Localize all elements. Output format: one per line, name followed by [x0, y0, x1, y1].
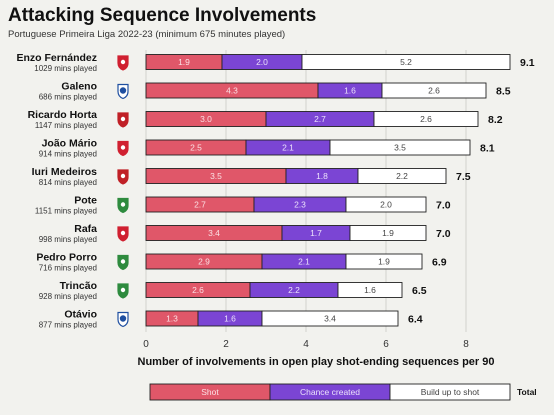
bar-total-label: 7.5	[456, 171, 471, 183]
bar-shot-label: 2.7	[194, 200, 206, 210]
bar-total-label: 9.1	[520, 57, 535, 69]
bar-buildup-label: 2.6	[420, 114, 432, 124]
bar-buildup	[357, 168, 447, 184]
bar-shot-label: 1.3	[166, 314, 178, 324]
x-tick-label: 2	[223, 339, 229, 350]
benfica-crest-icon	[117, 55, 129, 71]
bar-chance-label: 2.1	[298, 257, 310, 267]
player-minutes: 1151 mins played	[35, 207, 97, 216]
bar-shot-label: 2.5	[190, 143, 202, 153]
bar-buildup-label: 3.5	[394, 143, 406, 153]
player-name: João Mário	[42, 138, 97, 150]
chart-title: Attacking Sequence Involvements	[8, 5, 317, 26]
bar-total-label: 8.1	[480, 143, 495, 155]
player-minutes: 998 mins played	[39, 235, 97, 244]
player-minutes: 1029 mins played	[34, 64, 97, 73]
player-minutes: 814 mins played	[39, 178, 97, 187]
player-minutes: 716 mins played	[39, 264, 97, 273]
bar-total-label: 6.5	[412, 285, 427, 297]
x-tick-label: 0	[143, 339, 149, 350]
legend-total-label: Total	[517, 387, 537, 397]
bar-shot-label: 3.5	[210, 171, 222, 181]
bar-chance-label: 2.7	[314, 114, 326, 124]
player-name: Ricardo Horta	[28, 109, 98, 121]
benfica-crest-icon	[117, 226, 129, 242]
bar-buildup	[261, 310, 399, 327]
bar-buildup-label: 1.9	[382, 228, 394, 238]
bar-shot-label: 3.4	[208, 228, 220, 238]
bar-shot-label: 3.0	[200, 114, 212, 124]
player-name: Iuri Medeiros	[32, 166, 98, 178]
bar-shot-label: 2.9	[198, 257, 210, 267]
bar-chance-label: 2.0	[256, 57, 268, 67]
legend-swatch	[389, 383, 511, 401]
player-name: Enzo Fernández	[16, 52, 97, 64]
bar-total-label: 6.9	[432, 257, 447, 269]
sporting-crest-icon	[117, 197, 129, 214]
legend-label: Build up to shot	[421, 387, 480, 397]
sporting-crest-icon	[117, 254, 129, 271]
player-name: Pote	[74, 195, 97, 207]
bar-shot-label: 1.9	[178, 57, 190, 67]
bar-buildup-label: 2.6	[428, 86, 440, 96]
bar-buildup	[345, 196, 427, 213]
bar-total-label: 7.0	[436, 200, 451, 212]
bar-buildup-label: 1.9	[378, 257, 390, 267]
player-name: Trincão	[60, 280, 97, 292]
bar-buildup-label: 2.0	[380, 200, 392, 210]
player-minutes: 686 mins played	[39, 93, 97, 102]
bar-buildup-label: 1.6	[364, 285, 376, 295]
player-minutes: 914 mins played	[39, 150, 97, 159]
braga-crest-icon	[117, 112, 129, 128]
legend-label: Shot	[201, 387, 219, 397]
bar-buildup	[301, 54, 511, 70]
bar-chance-label: 1.6	[344, 86, 356, 96]
bar-shot-label: 4.3	[226, 86, 238, 96]
bar-chance-label: 2.1	[282, 143, 294, 153]
bar-buildup-label: 2.2	[396, 171, 408, 181]
player-minutes: 877 mins played	[39, 321, 97, 330]
x-axis-label: Number of involvements in open play shot…	[138, 356, 495, 368]
bar-chance-label: 1.6	[224, 314, 236, 324]
bar-buildup-label: 5.2	[400, 57, 412, 67]
bar-total-label: 7.0	[436, 228, 451, 240]
braga-crest-icon	[117, 169, 129, 185]
x-tick-label: 4	[303, 339, 309, 350]
bar-total-label: 6.4	[408, 314, 423, 326]
player-name: Rafa	[74, 223, 97, 235]
bar-total-label: 8.2	[488, 114, 503, 126]
bar-buildup	[381, 82, 487, 99]
player-name: Galeno	[61, 81, 97, 93]
bar-buildup-label: 3.4	[324, 314, 336, 324]
bar-chance-label: 2.3	[294, 200, 306, 210]
benfica-crest-icon	[117, 140, 129, 157]
player-name: Pedro Porro	[36, 252, 97, 264]
sporting-crest-icon	[117, 283, 129, 299]
bar-total-label: 8.5	[496, 86, 511, 98]
legend-label: Chance created	[300, 387, 360, 397]
porto-crest-icon	[117, 83, 129, 100]
bar-buildup	[345, 253, 423, 270]
bar-shot-label: 2.6	[192, 285, 204, 295]
bar-chance-label: 1.8	[316, 171, 328, 181]
x-tick-label: 8	[463, 339, 469, 350]
bar-buildup	[337, 282, 403, 298]
bar-buildup	[373, 111, 479, 127]
bar-chance-label: 1.7	[310, 228, 322, 238]
bar-buildup	[329, 139, 471, 156]
chart-subtitle: Portuguese Primeira Liga 2022-23 (minimu…	[8, 29, 286, 40]
player-minutes: 928 mins played	[39, 292, 97, 301]
porto-crest-icon	[117, 311, 129, 328]
x-tick-label: 6	[383, 339, 389, 350]
player-minutes: 1147 mins played	[35, 121, 97, 130]
player-name: Otávio	[64, 309, 97, 321]
bar-chance-label: 2.2	[288, 285, 300, 295]
bar-buildup	[349, 225, 427, 241]
